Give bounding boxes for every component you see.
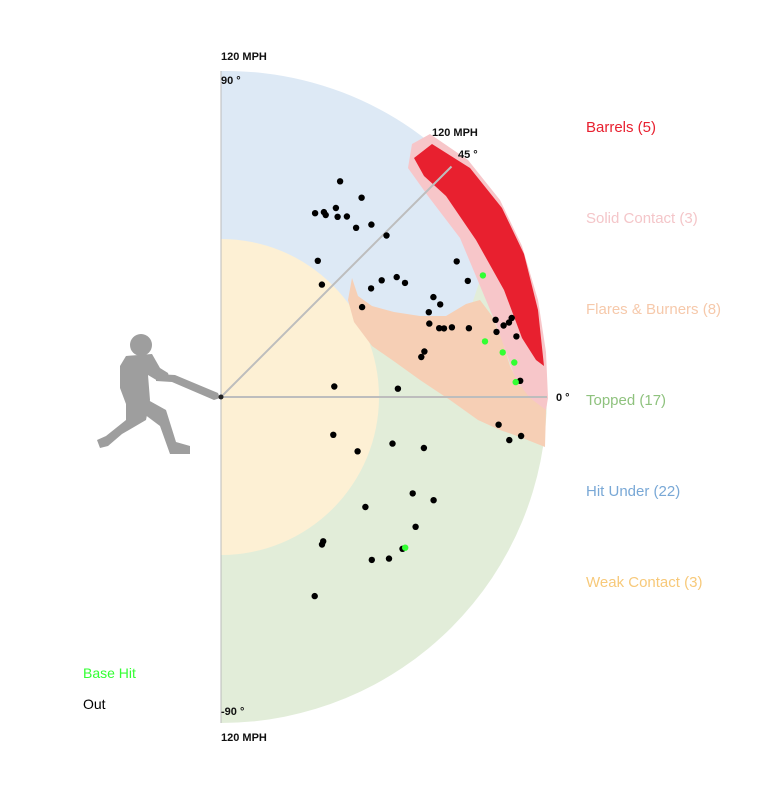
legend-weak-contact[interactable]: Weak Contact (3) (586, 574, 702, 591)
out-point (517, 432, 525, 440)
out-point (495, 421, 502, 428)
legend-out[interactable]: Out (83, 696, 106, 712)
out-point (412, 523, 419, 530)
out-point (448, 324, 456, 331)
barrels-zone (414, 144, 544, 366)
radial-label-neg90: 120 MPH (221, 732, 267, 744)
base-hit-point (479, 272, 487, 279)
out-point (393, 273, 400, 281)
out-point (453, 258, 460, 265)
out-point (362, 503, 369, 511)
out-point (500, 322, 507, 329)
out-point (320, 208, 328, 216)
radial-label-45: 120 MPH (432, 127, 478, 139)
out-point (493, 328, 500, 336)
angle-label-0: 0 ° (556, 392, 570, 404)
out-point (506, 436, 513, 444)
out-point (354, 448, 361, 455)
angle-label-45: 45 ° (458, 149, 478, 161)
out-point (401, 279, 409, 287)
out-point (508, 314, 515, 322)
out-point (352, 224, 360, 231)
out-point (330, 431, 337, 438)
out-point (421, 348, 428, 355)
points-layer (311, 178, 525, 600)
out-point (318, 281, 326, 288)
outcome-legend: Base Hit Out (83, 665, 136, 712)
out-point (418, 353, 425, 361)
batter-silhouette-icon (97, 334, 224, 454)
out-point (385, 555, 393, 562)
base-hit-point (512, 378, 519, 386)
legend-solid-contact[interactable]: Solid Contact (3) (586, 210, 698, 227)
out-point (465, 325, 473, 332)
out-point (368, 221, 375, 228)
out-point (426, 320, 433, 327)
out-point (430, 293, 437, 301)
out-point (311, 210, 319, 217)
out-point (332, 204, 340, 212)
out-point (343, 213, 351, 220)
legend-barrels[interactable]: Barrels (5) (586, 119, 656, 136)
flares-burners-zone (348, 278, 546, 447)
out-point (492, 316, 499, 323)
out-point (420, 444, 428, 452)
out-point (318, 541, 326, 548)
base-hit-point (481, 338, 489, 345)
out-point (409, 490, 416, 497)
solid-contact-zone (408, 134, 548, 410)
out-point (437, 301, 444, 308)
out-point (358, 303, 366, 311)
base-hit-point (402, 544, 409, 551)
legend-flares-burners[interactable]: Flares & Burners (8) (586, 301, 721, 318)
legend-topped[interactable]: Topped (17) (586, 392, 666, 409)
out-point (314, 257, 321, 264)
angle-label-90: 90 ° (221, 75, 241, 87)
out-point (430, 497, 437, 504)
legend-hit-under[interactable]: Hit Under (22) (586, 483, 680, 500)
out-point (394, 385, 402, 392)
out-point (425, 309, 432, 316)
out-point (334, 213, 341, 220)
out-point (331, 383, 338, 390)
out-point (389, 440, 396, 447)
base-hit-point (499, 349, 506, 356)
out-point (368, 556, 375, 564)
out-point (436, 325, 443, 332)
out-point (336, 178, 344, 185)
out-point (311, 592, 318, 600)
base-hit-point (511, 359, 518, 366)
out-point (464, 277, 471, 285)
out-point (513, 333, 520, 340)
out-point (367, 285, 375, 292)
out-point (378, 277, 385, 284)
legend-base-hit[interactable]: Base Hit (83, 665, 136, 681)
angle-label-neg90: -90 ° (221, 706, 244, 718)
zone-legend: Barrels (5) Solid Contact (3) Flares & B… (586, 119, 721, 591)
out-point (383, 232, 390, 239)
forty-five-degree-line (220, 165, 453, 398)
out-point (440, 325, 448, 332)
axis-labels: 120 MPH 90 ° 120 MPH 45 ° 0 ° -90 ° 120 … (221, 51, 570, 744)
out-point (358, 194, 365, 201)
radial-label-90: 120 MPH (221, 51, 267, 63)
